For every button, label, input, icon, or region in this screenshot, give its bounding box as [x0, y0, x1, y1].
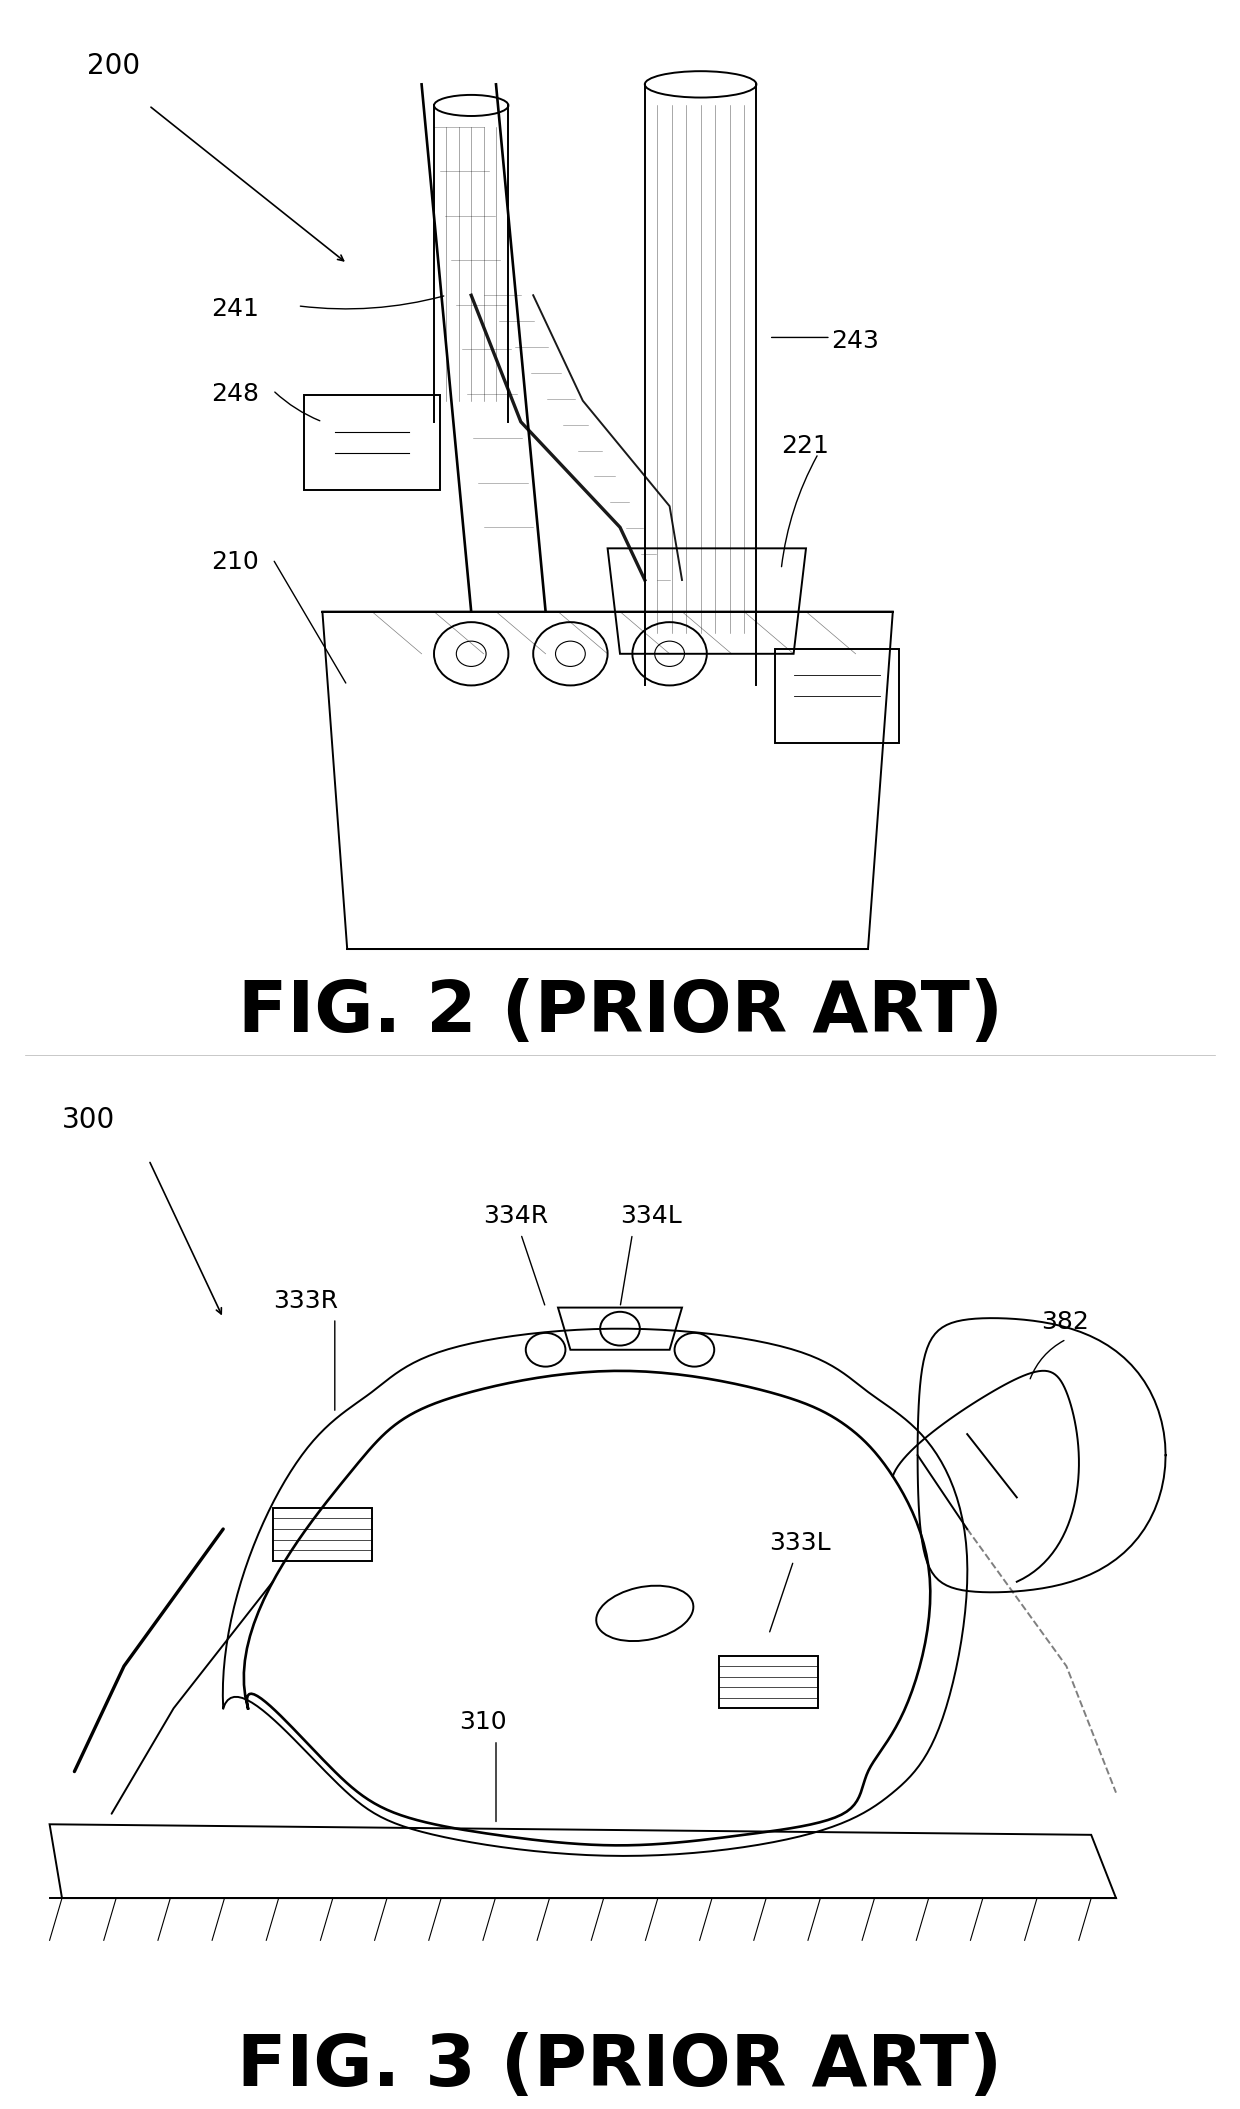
Text: 382: 382 [1042, 1310, 1090, 1333]
Text: 334R: 334R [484, 1204, 549, 1227]
Text: 210: 210 [211, 550, 259, 574]
Text: 243: 243 [831, 329, 879, 352]
Text: 248: 248 [211, 382, 259, 405]
Text: 333R: 333R [273, 1289, 337, 1312]
Text: 310: 310 [459, 1710, 506, 1734]
Text: 300: 300 [62, 1107, 115, 1135]
Text: 221: 221 [781, 434, 830, 458]
Text: 200: 200 [87, 53, 140, 80]
Text: FIG. 3 (PRIOR ART): FIG. 3 (PRIOR ART) [237, 2033, 1003, 2101]
Text: 334L: 334L [620, 1204, 682, 1227]
Text: FIG. 2 (PRIOR ART): FIG. 2 (PRIOR ART) [238, 979, 1002, 1046]
Text: 333L: 333L [769, 1531, 831, 1554]
Text: 241: 241 [211, 297, 259, 321]
